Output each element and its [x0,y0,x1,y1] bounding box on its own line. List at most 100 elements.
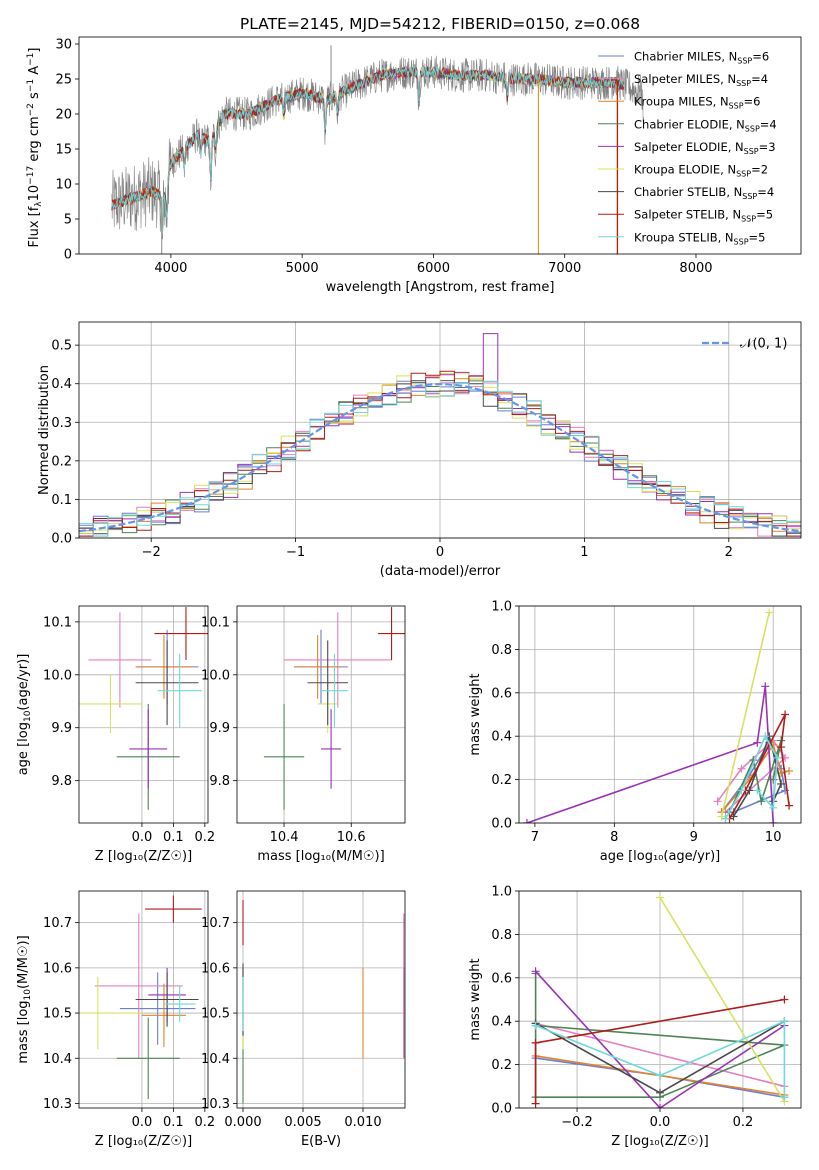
weight-marker-salpeter_stelib [780,995,789,1004]
weight-marker-salpeter_stelib [531,1038,540,1047]
x-tick-label: −2 [142,545,161,560]
weight-line-kroupa_elodie [720,612,770,817]
x-tick-label: 10.6 [337,830,366,845]
y-tick-label: 1.0 [491,885,512,900]
label-part: erg cm [27,116,42,165]
y-axis-label: mass weight [468,958,483,1040]
weight-line-kroupa_stelib [535,1019,786,1098]
legend-part: SSP [729,102,744,111]
weight-marker-salpeter_elodie [522,819,531,823]
weight-marker-kroupa_stelib [753,786,762,795]
y-tick-label: 10.4 [43,1052,72,1067]
x-tick-label: 7000 [548,261,581,276]
y-tick-label: 1.0 [491,600,512,615]
weight-marker-kroupa_stelib [780,1017,789,1026]
x-tick-label: 0.0 [650,1115,671,1130]
panel-mass-vs-ebv: 0.000 0.005 0.010 10.3 10.4 10.5 10.6 10.7 E(B-V… [201,890,406,1149]
figure-title: PLATE=2145, MJD=54212, FIBERID=0150, z=0… [240,15,640,33]
y-tick-label: 10.4 [201,1052,230,1067]
y-tick-label: 15 [55,143,72,158]
label-part: −17 [26,166,36,185]
label-part: Flux [f [27,206,42,247]
panel-weight-vs-age: 7 8 9 10 0.0 0.2 0.4 0.6 0.8 1.0 age [log₁₀(age/yr… [468,600,802,864]
plot-area [522,608,794,823]
weight-line-salpeter_elodie [526,686,774,823]
y-tick-label: 0.8 [491,928,512,943]
legend-part: Chabrier STELIB, N [634,185,742,199]
weight-marker-kroupa_stelib [761,732,770,741]
y-tick-label: 10.5 [43,1007,72,1022]
legend-part: SSP [736,79,751,88]
legend-part: Salpeter STELIB, N [634,208,741,222]
label-part: age [log [16,722,31,775]
y-axis-label: Normed distribution [37,365,52,495]
x-tick-label: 0.1 [163,830,184,845]
y-tick-label: 0.2 [491,1058,512,1073]
x-axis-label: Z [log₁₀(Z/Z☉)] [95,1134,192,1149]
x-tick-label: 5000 [286,261,319,276]
y-tick-label: 20 [55,108,72,123]
legend-label: Kroupa STELIB, NSSP=5 [634,230,765,246]
weight-marker-kroupa_stelib [780,1093,789,1102]
legend-part: Chabrier ELODIE, N [634,117,745,131]
axes-frame [236,605,406,824]
x-tick-label: 0.0 [132,1115,153,1130]
x-tick-label: −0.2 [561,1115,593,1130]
axes-frame [518,890,802,1109]
legend-part: =6 [744,95,761,109]
weight-marker-chabrier_elodie [757,797,766,806]
x-tick-label: 2 [725,545,733,560]
y-tick-label: 0.0 [51,532,72,547]
x-tick-label: 0.2 [195,1115,216,1130]
y-tick-label: 10.1 [201,615,230,630]
weight-marker-salpeter_miles [713,797,722,806]
x-tick-label: 7 [531,830,539,845]
weight-marker-salpeter_stelib [777,743,786,752]
y-tick-label: 10.7 [43,916,72,931]
weight-marker-salpeter_elodie [531,967,540,976]
legend-part: Kroupa ELODIE, N [634,163,736,177]
panel-age-vs-mass: 10.4 10.6 9.8 9.9 10.0 10.1 mass [log₁₀(M/M☉)] [201,605,406,864]
y-tick-label: 0.8 [491,643,512,658]
weight-marker-kroupa_elodie [656,893,664,902]
x-tick-label: 0.005 [284,1115,321,1130]
weight-marker-kroupa_stelib [656,1071,664,1080]
plot-area [79,607,208,810]
panel-age-vs-Z: 0.0 0.1 0.2 9.8 9.9 10.0 10.1 Z [log₁₀(Z/Z☉)] ag… [16,605,215,864]
plot-area [111,45,644,254]
label-part: 10 [23,710,33,722]
x-tick-label: 6000 [417,261,450,276]
plot-area [79,895,202,1099]
weight-marker-chabrier_stelib [777,779,786,788]
x-tick-label: 0.0 [132,830,153,845]
legend-part: =4 [757,185,774,199]
x-axis-label: age [log₁₀(age/yr)] [600,849,721,864]
x-tick-label: 0.010 [344,1115,381,1130]
x-tick-label: 0.2 [733,1115,754,1130]
x-tick-label: −1 [286,545,305,560]
legend-part: =3 [759,140,776,154]
y-tick-label: 0.4 [51,377,72,392]
weight-marker-kroupa_elodie [765,608,774,617]
weight-marker-salpeter_stelib [781,710,790,719]
weight-marker-chabrier_stelib [656,1088,664,1097]
y-tick-label: 10.0 [43,668,72,683]
y-tick-label: 10.7 [201,916,230,931]
x-axis-label: Z [log₁₀(Z/Z☉)] [611,1134,708,1149]
legend-part: SSP [737,57,752,66]
panel-weight-vs-Z: −0.2 0.0 0.2 0.0 0.2 0.4 0.6 0.8 1.0 Z [log₁₀(Z/Z… [468,885,802,1149]
x-tick-label: 0.000 [224,1115,261,1130]
panel-residuals: −2 −1 0 1 2 0.0 0.1 0.2 0.3 0.4 0.5 (data-model)/er… [37,321,802,579]
legend-part: SSP [742,192,757,201]
weight-marker-kroupa_stelib [531,1021,540,1030]
y-tick-label: 0.6 [491,971,512,986]
legend-part: SSP [734,237,749,246]
plot-area [242,900,405,1104]
weight-marker-salpeter_elodie [753,738,762,747]
model-spectrum-kroupa_elodie [111,66,625,231]
x-tick-label: 1 [580,545,588,560]
legend-label: Chabrier STELIB, NSSP=4 [634,185,774,201]
panel-mass-vs-Z: 0.0 0.1 0.2 10.3 10.4 10.5 10.6 10.7 Z [log₁₀(Z/… [16,890,216,1149]
label-part: (M/M☉)] [16,935,31,989]
